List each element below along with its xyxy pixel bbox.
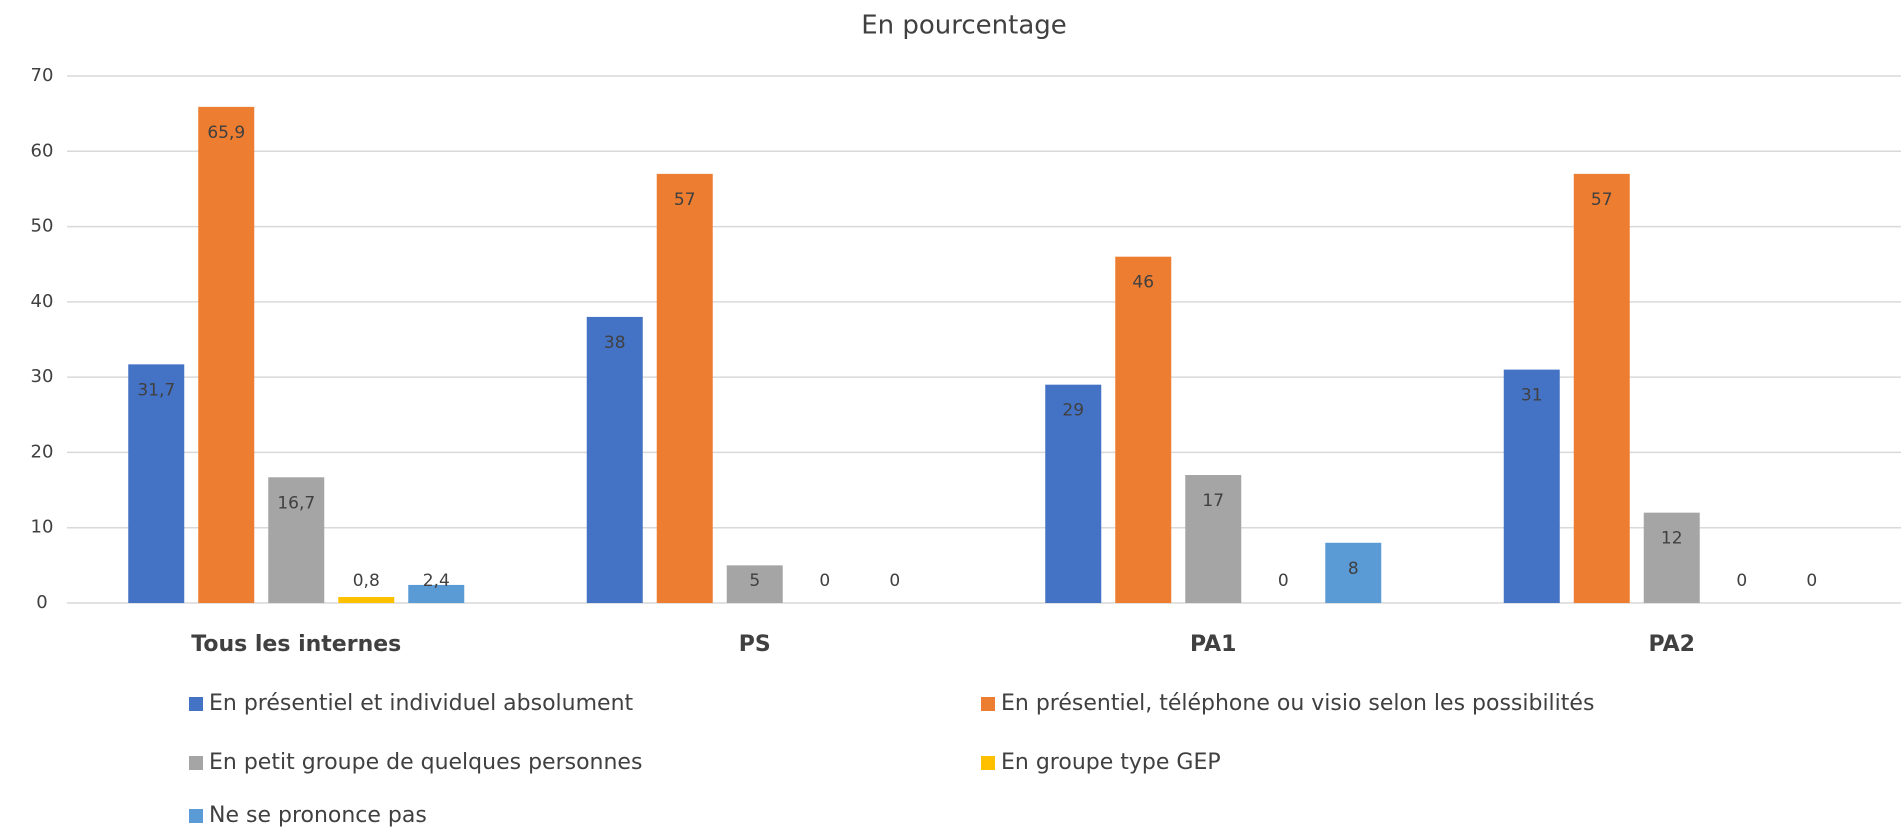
bar <box>408 584 465 603</box>
data-label: 0 <box>1806 571 1817 591</box>
data-label: 8 <box>1348 559 1359 579</box>
data-label: 0 <box>1736 571 1747 591</box>
data-label: 31 <box>1521 386 1543 406</box>
data-label: 0,8 <box>353 571 380 591</box>
bar <box>1643 512 1700 603</box>
bar <box>338 596 395 603</box>
data-label: 46 <box>1132 273 1154 293</box>
data-label: 29 <box>1062 401 1084 421</box>
x-tick-label: PA2 <box>1649 632 1695 657</box>
chart-title: En pourcentage <box>861 11 1067 41</box>
bar <box>1045 384 1102 603</box>
bar <box>1573 173 1630 603</box>
legend-swatch <box>981 697 995 711</box>
data-label: 65,9 <box>207 123 245 143</box>
y-tick-label: 60 <box>31 140 54 161</box>
data-label: 5 <box>749 571 760 591</box>
legend-label: Ne se prononce pas <box>209 803 427 828</box>
x-tick-label: Tous les internes <box>191 632 401 657</box>
bar <box>1115 256 1172 603</box>
data-label: 12 <box>1661 529 1683 549</box>
bar <box>128 364 185 603</box>
legend-swatch <box>189 756 203 770</box>
bar <box>656 173 713 603</box>
legend-label: En groupe type GEP <box>1001 750 1221 775</box>
data-label: 57 <box>1591 190 1613 210</box>
legend-swatch <box>189 697 203 711</box>
y-tick-label: 10 <box>31 517 54 538</box>
y-tick-label: 70 <box>31 65 54 86</box>
bar <box>1503 369 1560 603</box>
data-label: 0 <box>1278 571 1289 591</box>
y-tick-label: 40 <box>31 291 54 312</box>
bar <box>726 565 783 603</box>
legend-label: En petit groupe de quelques personnes <box>209 750 642 775</box>
bar <box>586 316 643 603</box>
y-tick-label: 50 <box>31 216 54 237</box>
x-tick-label: PS <box>739 632 771 657</box>
legend-swatch <box>189 809 203 823</box>
bar <box>198 106 255 604</box>
data-label: 17 <box>1202 491 1224 511</box>
bar <box>268 477 325 603</box>
x-tick-label: PA1 <box>1190 632 1236 657</box>
data-label: 2,4 <box>423 571 450 591</box>
legend-label: En présentiel, téléphone ou visio selon … <box>1001 691 1594 716</box>
y-tick-label: 30 <box>31 366 54 387</box>
data-label: 31,7 <box>137 380 175 400</box>
data-label: 57 <box>674 190 696 210</box>
legend-swatch <box>981 756 995 770</box>
data-label: 38 <box>604 333 626 353</box>
bar <box>1325 542 1382 603</box>
data-label: 0 <box>889 571 900 591</box>
legend-label: En présentiel et individuel absolument <box>209 691 634 716</box>
data-label: 0 <box>819 571 830 591</box>
y-tick-label: 0 <box>36 592 47 613</box>
data-label: 16,7 <box>277 493 315 513</box>
y-tick-label: 20 <box>31 441 54 462</box>
bar <box>1185 475 1242 603</box>
